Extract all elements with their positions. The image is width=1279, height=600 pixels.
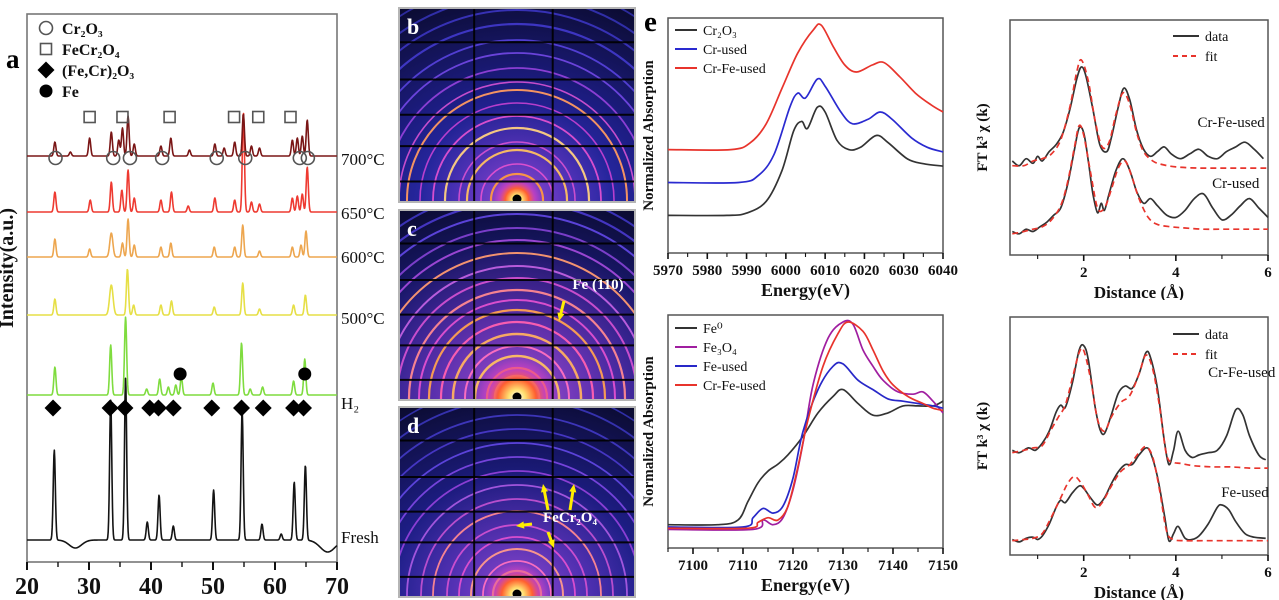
svg-text:40: 40 (139, 574, 163, 600)
panel-a-label: a (6, 44, 20, 74)
svg-text:7150: 7150 (928, 558, 958, 574)
svg-text:6: 6 (1264, 265, 1272, 281)
svg-text:Cr-Fe-used: Cr-Fe-used (703, 62, 766, 77)
panel-e-label: e (644, 6, 657, 38)
svg-text:Energy(eV): Energy(eV) (761, 575, 850, 596)
svg-text:6: 6 (1264, 565, 1272, 581)
svg-text:7100: 7100 (678, 558, 708, 574)
svg-text:5990: 5990 (732, 263, 762, 279)
fe-exafs-ft-plot: 2 4 6 Distance (Å) FT k³ χ (k) data fit Cr-Fe-u… (975, 316, 1276, 600)
svg-text:Cr-Fe-used: Cr-Fe-used (1208, 365, 1276, 381)
svg-text:FT k³ χ (k): FT k³ χ (k) (975, 103, 991, 171)
diffraction-image-d: FeCr₂O₄ d (398, 406, 636, 598)
svg-text:Energy(eV): Energy(eV) (761, 280, 850, 300)
svg-text:Cr-Fe-used: Cr-Fe-used (703, 379, 766, 394)
svg-text:30: 30 (77, 574, 101, 600)
cr-exafs-ft-plot: 2 4 6 Distance (Å) FT k³ χ (k) data fit Cr-Fe-u… (975, 19, 1272, 300)
svg-text:Normalized Absorption: Normalized Absorption (643, 60, 657, 211)
svg-text:2: 2 (1080, 565, 1088, 581)
svg-text:Distance (Å): Distance (Å) (1094, 583, 1184, 600)
svg-text:Cr-Fe-used: Cr-Fe-used (1198, 115, 1266, 131)
svg-text:700°C: 700°C (341, 150, 385, 169)
svg-text:Fe (110): Fe (110) (572, 277, 623, 293)
svg-text:6030: 6030 (889, 263, 919, 279)
svg-text:5980: 5980 (692, 263, 722, 279)
svg-text:7120: 7120 (778, 558, 808, 574)
svg-text:Cr₂O₃: Cr₂O₃ (62, 21, 103, 38)
svg-text:6010: 6010 (810, 263, 840, 279)
svg-text:2: 2 (1080, 265, 1088, 281)
svg-text:data: data (1205, 30, 1229, 45)
svg-text:Cr₂O₃: Cr₂O₃ (703, 24, 737, 39)
svg-text:Intensity(a.u.): Intensity(a.u.) (0, 208, 18, 328)
svg-text:FT k³ χ (k): FT k³ χ (k) (975, 402, 991, 470)
diffraction-image-b: b (398, 7, 636, 203)
svg-text:fit: fit (1205, 50, 1218, 65)
svg-text:650°C: 650°C (341, 204, 385, 223)
fe-xanes-plot: 7100 7110 7120 7130 7140 7150 Energy(eV) Normal… (643, 314, 958, 596)
svg-text:20: 20 (15, 574, 39, 600)
svg-text:Cr-used: Cr-used (703, 43, 747, 58)
svg-text:600°C: 600°C (341, 248, 385, 267)
xrd-plot: 20 30 40 50 60 70 Intensity(a.u.) Fresh H₂ 500°C 6… (0, 13, 385, 600)
svg-text:b: b (407, 14, 419, 39)
svg-text:6000: 6000 (771, 263, 801, 279)
svg-text:Fe-used: Fe-used (1221, 485, 1269, 501)
svg-text:Cr-used: Cr-used (1212, 176, 1260, 192)
svg-text:4: 4 (1172, 565, 1180, 581)
svg-text:Distance (Å): Distance (Å) (1094, 283, 1184, 300)
svg-text:Fe⁰: Fe⁰ (703, 322, 723, 337)
svg-text:50: 50 (201, 574, 225, 600)
cr-xanes-plot: 5970 5980 5990 6000 6010 6020 6030 6040 Energy(e… (643, 17, 958, 300)
svg-text:60: 60 (263, 574, 287, 600)
svg-text:6020: 6020 (849, 263, 879, 279)
svg-text:Fe₃O₄: Fe₃O₄ (703, 341, 737, 356)
svg-text:7110: 7110 (728, 558, 757, 574)
svg-text:Fresh: Fresh (341, 528, 379, 547)
svg-text:7140: 7140 (878, 558, 908, 574)
svg-text:FeCr₂O₄: FeCr₂O₄ (543, 510, 597, 526)
svg-text:data: data (1205, 328, 1229, 343)
svg-text:4: 4 (1172, 265, 1180, 281)
svg-text:FeCr₂O₄: FeCr₂O₄ (62, 42, 120, 59)
svg-text:(Fe,Cr)₂O₃: (Fe,Cr)₂O₃ (62, 63, 134, 80)
svg-text:d: d (407, 413, 419, 438)
svg-text:c: c (407, 216, 417, 241)
svg-text:Fe: Fe (62, 84, 79, 101)
svg-text:5970: 5970 (653, 263, 683, 279)
svg-text:70: 70 (325, 574, 349, 600)
diffraction-image-c: Fe (110) c (398, 209, 636, 401)
svg-text:fit: fit (1205, 348, 1218, 363)
svg-text:H₂: H₂ (341, 394, 359, 413)
svg-text:Fe-used: Fe-used (703, 360, 747, 375)
svg-text:500°C: 500°C (341, 309, 385, 328)
svg-text:7130: 7130 (828, 558, 858, 574)
svg-text:6040: 6040 (928, 263, 958, 279)
svg-text:Normalized Absorption: Normalized Absorption (643, 356, 657, 507)
